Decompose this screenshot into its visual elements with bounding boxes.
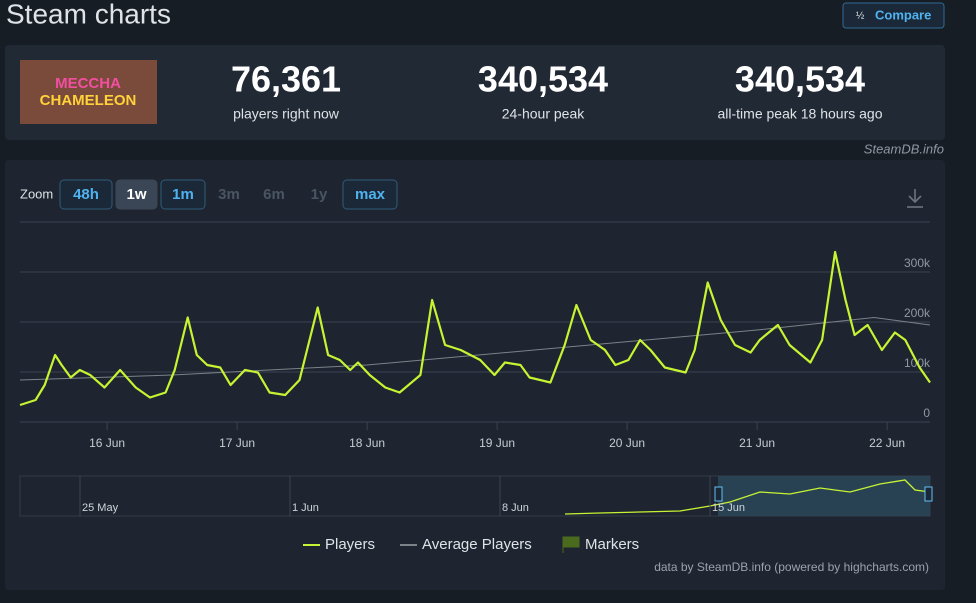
zoom-button-label: 3m <box>218 186 240 203</box>
players-line <box>19 250 931 407</box>
stat-value: 76,361 <box>231 59 341 100</box>
zoom-button-label: 1y <box>311 186 328 203</box>
navigator-label: 1 Jun <box>292 502 319 514</box>
zoom-label: Zoom <box>20 186 53 201</box>
source-link[interactable]: SteamDB.info <box>864 141 944 156</box>
zoom-button-label[interactable]: 1m <box>172 186 194 203</box>
x-tick-label: 16 Jun <box>89 436 125 450</box>
page-title: Steam charts <box>6 0 171 29</box>
x-tick-label: 20 Jun <box>609 436 645 450</box>
compare-icon: ½ <box>856 11 865 22</box>
x-tick-label: 17 Jun <box>219 436 255 450</box>
navigator-series <box>564 479 931 515</box>
game-logo[interactable] <box>20 60 157 124</box>
legend-label[interactable]: Players <box>325 536 375 553</box>
legend-label[interactable]: Markers <box>585 536 639 553</box>
stat-label: all-time peak 18 hours ago <box>718 106 883 122</box>
zoom-button[interactable] <box>342 179 398 210</box>
x-tick-label: 18 Jun <box>349 436 385 450</box>
legend-swatch <box>562 536 580 553</box>
x-tick-label: 22 Jun <box>869 436 905 450</box>
zoom-button[interactable] <box>115 179 158 210</box>
y-tick-label: 0 <box>923 406 930 420</box>
zoom-button-label[interactable]: max <box>355 186 386 203</box>
zoom-button-label[interactable]: 48h <box>73 186 99 203</box>
download-icon[interactable] <box>907 189 923 208</box>
zoom-button[interactable] <box>59 179 113 210</box>
stats-panel <box>5 45 945 140</box>
y-tick-label: 300k <box>904 256 931 270</box>
stat-label: 24-hour peak <box>502 106 586 122</box>
zoom-button[interactable] <box>160 179 206 210</box>
x-tick-label: 21 Jun <box>739 436 775 450</box>
compare-button[interactable] <box>842 2 945 29</box>
stat-value: 340,534 <box>478 59 608 100</box>
y-tick-label: 200k <box>904 306 931 320</box>
navigator-label: 15 Jun <box>712 502 745 514</box>
navigator-handle[interactable] <box>924 486 933 502</box>
logo-text: MECCHA <box>55 75 121 92</box>
credits: data by SteamDB.info (powered by highcha… <box>654 560 929 574</box>
logo-text: CHAMELEON <box>40 92 137 109</box>
compare-label[interactable]: Compare <box>875 7 931 22</box>
zoom-button-label[interactable]: 1w <box>126 186 146 203</box>
chart-panel <box>5 160 945 590</box>
stat-value: 340,534 <box>735 59 865 100</box>
navigator-selection[interactable] <box>718 476 930 516</box>
navigator-label: 25 May <box>82 502 119 514</box>
zoom-button-label: 6m <box>263 186 285 203</box>
navigator-label: 8 Jun <box>502 502 529 514</box>
legend-label[interactable]: Average Players <box>422 536 532 553</box>
stat-label: players right now <box>233 106 340 122</box>
x-tick-label: 19 Jun <box>479 436 515 450</box>
navigator-handle[interactable] <box>714 486 723 502</box>
